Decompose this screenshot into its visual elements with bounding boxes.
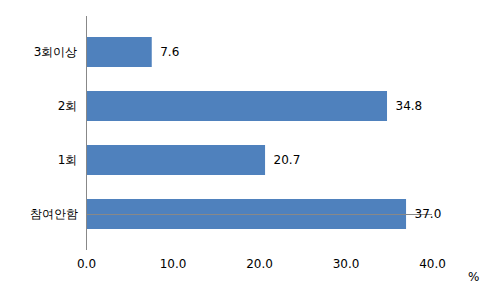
svg-text:0.0: 0.0 [77, 257, 96, 271]
svg-text:37.0: 37.0 [415, 207, 442, 221]
svg-text:1회: 1회 [58, 153, 78, 167]
svg-text:7.6: 7.6 [160, 45, 179, 59]
svg-text:2회: 2회 [58, 99, 78, 113]
svg-text:40.0: 40.0 [419, 257, 446, 271]
svg-text:20.0: 20.0 [246, 257, 273, 271]
svg-text:34.8: 34.8 [396, 99, 423, 113]
svg-text:30.0: 30.0 [333, 257, 360, 271]
svg-text:%: % [468, 270, 479, 284]
svg-text:20.7: 20.7 [274, 153, 301, 167]
svg-text:참여안함: 참여안함 [30, 207, 78, 221]
svg-text:3회이상: 3회이상 [34, 45, 78, 59]
svg-text:10.0: 10.0 [160, 257, 187, 271]
